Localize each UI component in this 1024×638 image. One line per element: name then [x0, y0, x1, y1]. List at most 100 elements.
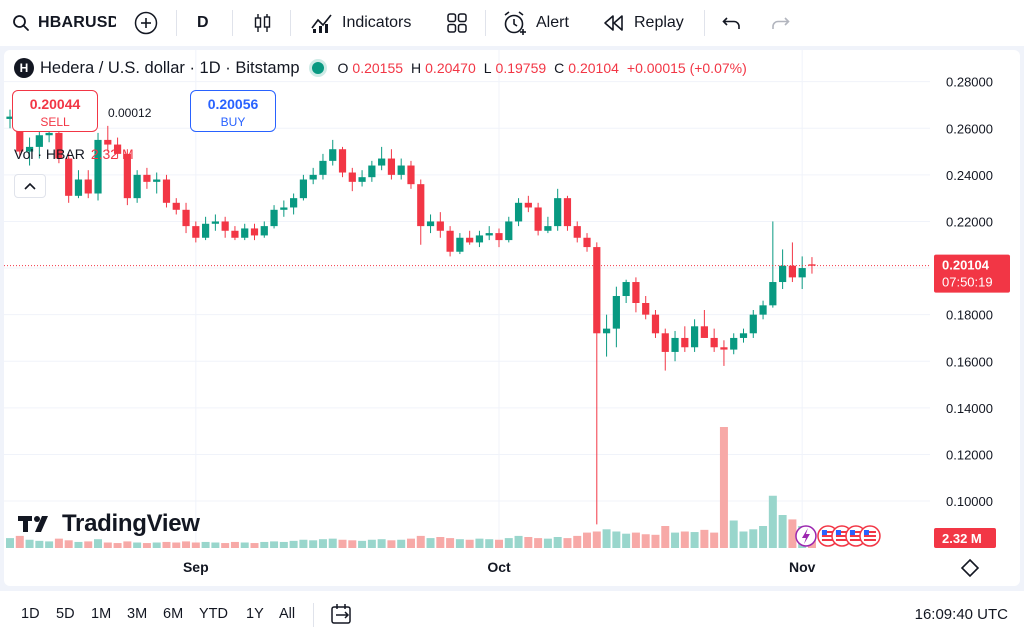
range-all-button[interactable]: All: [279, 606, 296, 622]
interval-button[interactable]: D: [197, 0, 209, 46]
market-status-icon[interactable]: [311, 62, 324, 74]
undo-button[interactable]: [722, 0, 742, 46]
candle: [612, 286, 620, 348]
candle-body: [475, 235, 484, 243]
volume-bar: [690, 532, 699, 548]
volume-badge: [934, 528, 996, 548]
volume-label: Vol · HBAR: [14, 146, 85, 162]
volume-bar: [123, 541, 132, 548]
indicators-label: Indicators: [342, 14, 412, 31]
candle: [387, 149, 396, 180]
collapse-legend-button[interactable]: [14, 174, 46, 198]
flag-canton: [835, 530, 841, 535]
range-1y-button[interactable]: 1Y: [246, 606, 264, 622]
volume-bar: [749, 529, 758, 548]
chart-type-button[interactable]: [252, 0, 274, 46]
candle-body: [720, 347, 728, 350]
candle: [65, 153, 73, 203]
candle-body: [55, 132, 63, 159]
candle: [309, 167, 317, 185]
indicators-button[interactable]: Indicators: [310, 0, 411, 46]
alert-label: Alert: [536, 14, 569, 31]
chart-panel[interactable]: 0.280000.260000.240000.220000.200000.180…: [4, 50, 1020, 586]
range-6m-button[interactable]: 6M: [163, 606, 184, 622]
price-tick-label: 0.26000: [946, 121, 993, 136]
replay-button[interactable]: Replay: [602, 0, 684, 46]
redo-button[interactable]: [770, 0, 790, 46]
volume-bar: [309, 540, 318, 548]
date-range-button[interactable]: [330, 601, 354, 627]
utc-clock[interactable]: 16:09:40 UTC: [914, 605, 1008, 623]
alert-button[interactable]: Alert: [502, 0, 569, 46]
candle-body: [788, 265, 796, 278]
price-axis[interactable]: 0.280000.260000.240000.220000.200000.180…: [934, 75, 1010, 548]
candle-body: [231, 230, 239, 238]
candle-body: [123, 153, 131, 199]
sell-button[interactable]: 0.20044 SELL: [12, 90, 98, 132]
symbol-search[interactable]: HBARUSD: [12, 0, 116, 46]
candle: [505, 216, 513, 243]
range-3m-button[interactable]: 3M: [127, 606, 148, 622]
candle: [622, 279, 630, 303]
volume-bar: [318, 539, 327, 548]
candle-body: [104, 139, 112, 145]
volume-bar: [573, 535, 582, 548]
range-1m-button[interactable]: 1M: [91, 606, 112, 622]
candle: [280, 200, 288, 217]
price-chart[interactable]: 0.280000.260000.240000.220000.200000.180…: [4, 50, 1020, 586]
scroll-to-realtime-button[interactable]: [960, 558, 980, 578]
volume-bar: [622, 533, 631, 548]
tradingview-logo[interactable]: TradingView: [18, 510, 200, 538]
candle: [554, 188, 562, 231]
alert-icon: [502, 10, 528, 36]
candle-body: [211, 221, 219, 224]
calendar-range-icon: [330, 603, 354, 625]
volume-value: 2.32 M: [90, 146, 134, 162]
flag-canton: [849, 530, 855, 535]
toolbar-divider: [704, 10, 705, 36]
volume-bar: [54, 538, 63, 548]
high-value: 0.20470: [425, 60, 476, 76]
layouts-button[interactable]: [446, 0, 468, 46]
volume-bar: [641, 534, 650, 548]
candle: [319, 153, 327, 180]
change-value: +0.00015 (+0.07%): [626, 60, 747, 76]
candle: [779, 249, 787, 290]
time-axis[interactable]: Sep Oct Nov: [183, 525, 980, 578]
candle-body: [534, 207, 542, 231]
volume-bar: [289, 540, 298, 548]
candle-body: [319, 160, 327, 175]
volume-bar: [436, 537, 445, 548]
close-value: 0.20104: [568, 60, 619, 76]
volume-bar: [680, 531, 689, 548]
candle-body: [554, 198, 562, 227]
flag-canton: [863, 530, 869, 535]
buy-button[interactable]: 0.20056 BUY: [190, 90, 276, 132]
event-markers[interactable]: [795, 525, 881, 547]
toolbar-divider: [313, 603, 314, 627]
toolbar-divider: [232, 10, 233, 36]
flag-stripe: [835, 535, 848, 537]
candle: [299, 174, 307, 201]
candle: [602, 314, 611, 357]
range-ytd-button[interactable]: YTD: [199, 606, 228, 622]
candle-body: [710, 337, 718, 348]
low-label: L: [483, 60, 492, 76]
compare-symbol-button[interactable]: [134, 0, 158, 46]
candle: [524, 195, 532, 213]
time-tick-label: Oct: [487, 559, 511, 575]
volume-bar: [387, 540, 396, 548]
candle-body: [612, 296, 620, 329]
hedera-logo-icon: H: [14, 58, 34, 78]
range-1d-button[interactable]: 1D: [21, 606, 40, 622]
candle-body: [622, 282, 630, 297]
volume-bar: [338, 539, 347, 548]
candle-body: [505, 221, 513, 241]
range-5d-button[interactable]: 5D: [56, 606, 75, 622]
candle: [544, 216, 552, 234]
candle-body: [143, 174, 151, 182]
volume-legend[interactable]: Vol · HBAR 2.32 M: [14, 146, 134, 162]
candle: [25, 137, 34, 166]
volume-bar: [416, 535, 425, 548]
candle: [74, 170, 83, 199]
